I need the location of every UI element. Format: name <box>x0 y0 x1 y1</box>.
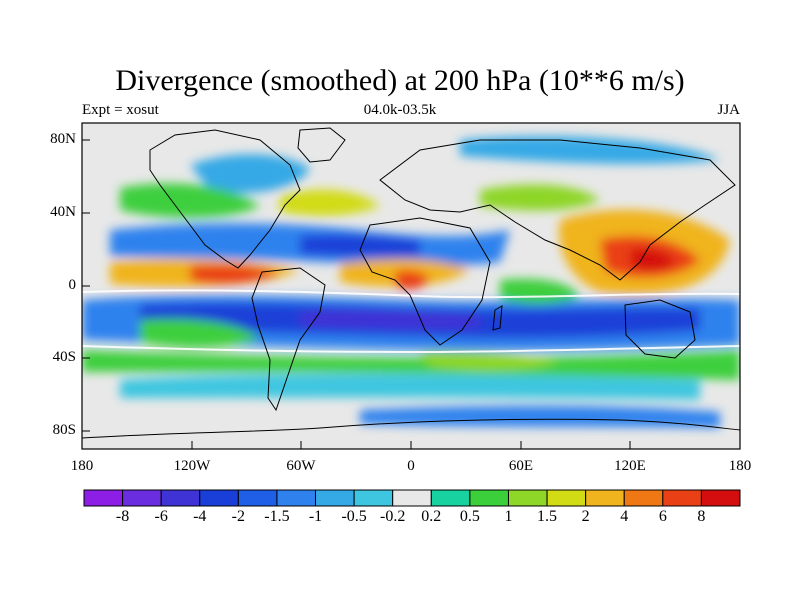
colorbar-tick-label: 6 <box>658 508 667 525</box>
arctic-convergence-east <box>460 136 720 164</box>
colorbar-tick-label: 2 <box>581 508 590 525</box>
colorbar-box <box>507 489 548 507</box>
map-title: Divergence (smoothed) at 200 hPa (10**6 … <box>115 64 685 97</box>
eastern-pacific-core <box>190 264 280 284</box>
colorbar-tick-label: 1.5 <box>537 508 558 525</box>
colorbar-box <box>469 489 509 507</box>
africa-core <box>395 270 430 290</box>
colorbar-tick-label: -1.5 <box>264 508 290 525</box>
colorbar-box <box>392 489 432 507</box>
colorbar-box <box>315 489 355 507</box>
colorbar-box <box>237 489 278 507</box>
colorbar-box <box>546 489 587 507</box>
colorbar <box>83 489 741 507</box>
colorbar-tick-label: 0.5 <box>459 508 480 525</box>
colorbar-box <box>276 489 317 507</box>
colorbar-tick-label: 4 <box>620 508 629 525</box>
colorbar-tick-label: -0.5 <box>341 508 367 525</box>
colorbar-box <box>199 489 239 507</box>
axis-ticks <box>81 139 741 449</box>
colorbar-tick-label: 1 <box>504 508 513 525</box>
season-label: JJA <box>717 102 740 118</box>
experiment-label: Expt = xosut <box>82 102 159 118</box>
colorbar-box <box>700 489 741 507</box>
colorbar-tick-label: -4 <box>193 508 207 525</box>
antarctica-coast <box>82 418 740 439</box>
colorbar-box <box>122 489 162 507</box>
period-label: 04.0k-03.5k <box>363 102 437 118</box>
colorbar-box <box>662 489 702 507</box>
zero-contours <box>82 289 740 354</box>
y-tick-label: 40N <box>50 204 76 220</box>
x-tick-label: 180 <box>70 458 94 474</box>
colorbar-tick-label: -1 <box>308 508 323 525</box>
subtropical-divergence-south <box>82 350 740 380</box>
colorbar-tick-label: -2 <box>231 508 245 525</box>
colorbar-tick-label: 0.2 <box>421 508 442 525</box>
y-tick-label: 80S <box>52 422 76 438</box>
x-tick-label: 180 <box>728 458 752 474</box>
south-atlantic-divergence <box>420 351 560 371</box>
coastlines <box>82 127 740 439</box>
convergence-core-north <box>300 234 420 257</box>
eurasia-coast <box>379 139 736 281</box>
colorbar-tick-label: -0.2 <box>380 508 406 525</box>
colorbar-tick-label: 8 <box>697 508 706 525</box>
colorbar-tick-label: -6 <box>154 508 168 525</box>
asia-monsoon-peak <box>630 248 676 270</box>
colorbar-box <box>353 489 394 507</box>
colorbar-box <box>430 489 471 507</box>
y-tick-label: 80N <box>50 131 76 147</box>
y-tick-label: 40S <box>52 349 76 365</box>
north-pacific-divergence <box>120 183 260 218</box>
arctic-convergence <box>190 154 310 194</box>
y-tick-label: 0 <box>68 277 77 293</box>
madagascar-coast <box>492 305 503 331</box>
greenland-coast <box>297 127 346 163</box>
southern-ocean-convergence <box>360 405 720 428</box>
colorbar-box <box>160 489 201 507</box>
north-america-coast <box>149 129 301 269</box>
eurasia-divergence <box>480 184 600 211</box>
australia-coast <box>624 299 696 359</box>
subpolar-convergence <box>120 374 700 400</box>
zero-contour-south <box>82 345 740 354</box>
south-pacific-divergence <box>140 318 260 348</box>
x-tick-label: 120E <box>614 458 646 474</box>
colorbar-tick-label: -8 <box>115 508 130 525</box>
south-america-coast <box>251 267 326 412</box>
divergence-field <box>82 123 740 449</box>
colorbar-box <box>83 489 124 507</box>
x-tick-label: 120W <box>173 458 211 474</box>
zero-contour-north <box>82 289 740 299</box>
convergence-core-deep <box>300 310 480 329</box>
x-tick-label: 60E <box>508 458 534 474</box>
north-atlantic-divergence <box>280 189 380 216</box>
africa-coast <box>359 217 491 346</box>
x-tick-label: 0 <box>407 458 415 474</box>
colorbar-box <box>623 489 664 507</box>
x-tick-label: 60W <box>286 458 316 474</box>
colorbar-box <box>585 489 625 507</box>
